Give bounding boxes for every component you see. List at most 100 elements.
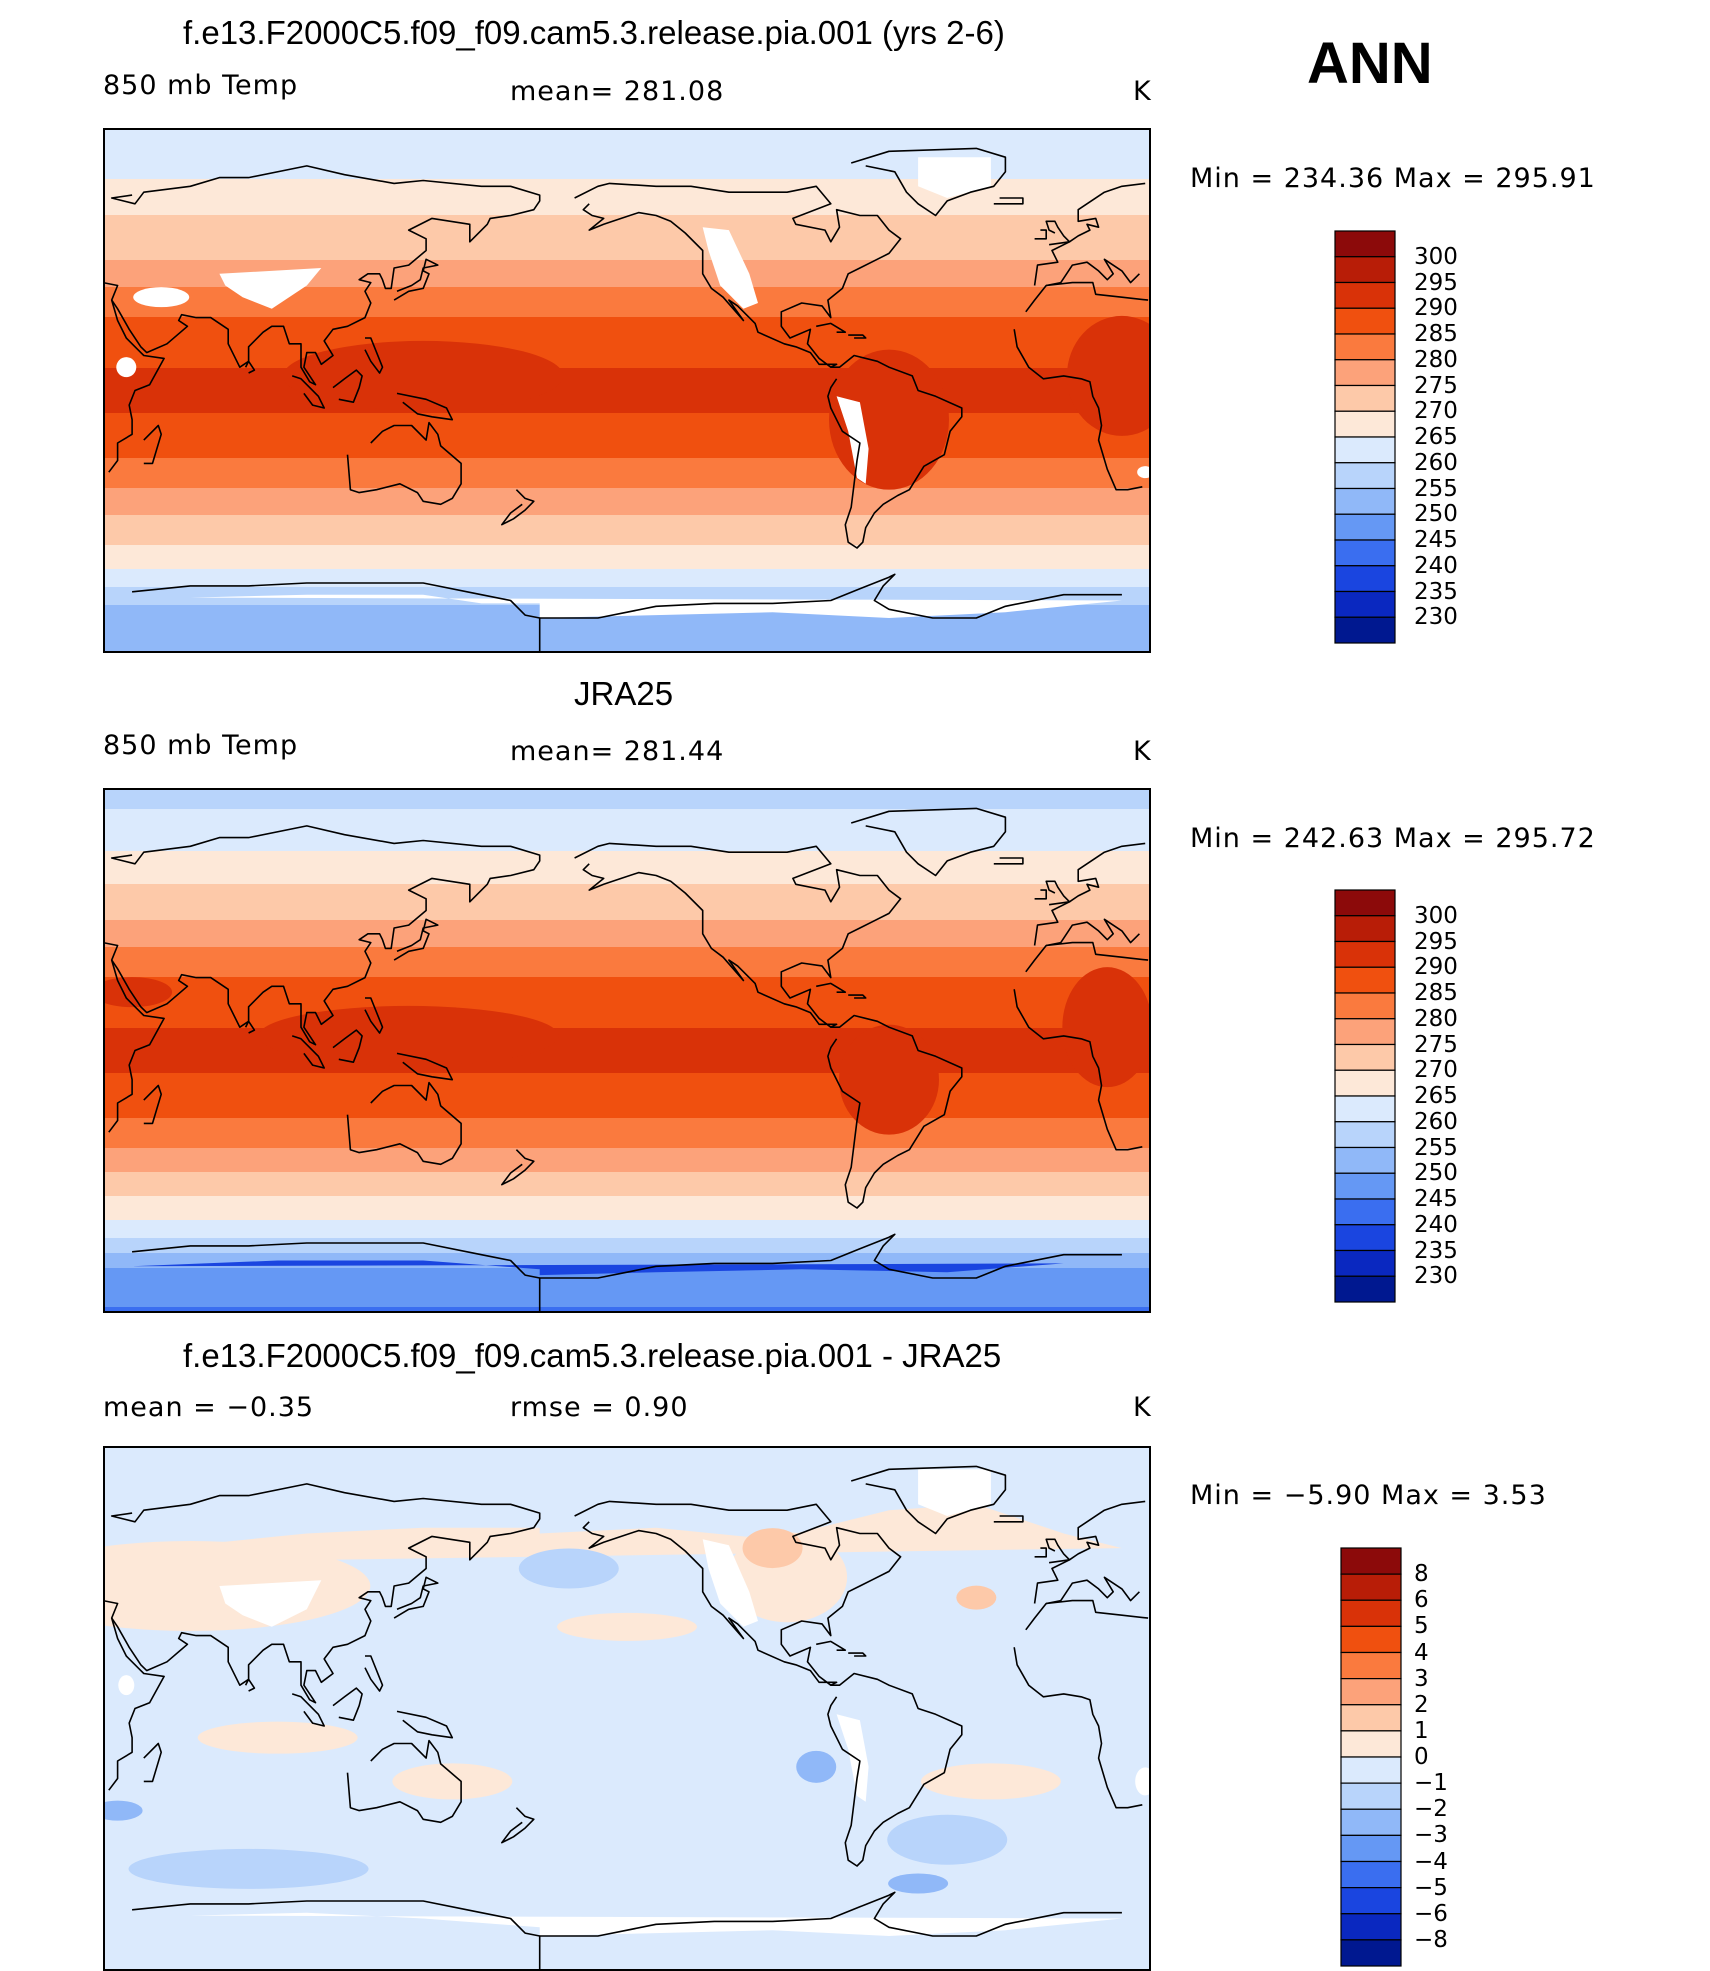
temperature-band (103, 818, 1151, 822)
coastline-britain (1045, 880, 1071, 906)
temperature-band (103, 314, 1151, 318)
temperature-band (103, 272, 1151, 276)
coastlines (103, 147, 1149, 653)
temperature-band (103, 632, 1151, 636)
temperature-band (103, 296, 1151, 300)
missing-data-iran (133, 287, 190, 308)
temperature-band (103, 1295, 1151, 1299)
cold-bias-agulhas (103, 1800, 143, 1821)
missing-data-rockies (702, 227, 758, 309)
coastline-greenland (850, 147, 1007, 217)
coastlines (103, 807, 1149, 1313)
temperature-band (103, 389, 1151, 393)
temperature-band (103, 794, 1151, 798)
temperature-band (103, 1118, 1151, 1122)
coastline-newguinea (396, 1052, 454, 1081)
temperature-band (103, 1199, 1151, 1203)
temperature-band (103, 1277, 1151, 1281)
temperature-band (103, 908, 1151, 912)
temperature-band (103, 893, 1151, 897)
temperature-band (103, 1124, 1151, 1128)
temperature-band (103, 140, 1151, 144)
temperature-band (103, 1022, 1151, 1026)
panel3-minmax: Min = −5.90 Max = 3.53 (1190, 1480, 1547, 1511)
colorbar-tick-label: 275 (1414, 372, 1458, 399)
colorbar-tick-label: 270 (1414, 398, 1458, 425)
temperature-band (103, 518, 1151, 522)
coastline-newzealand (500, 1149, 535, 1186)
temperature-band (103, 1100, 1151, 1104)
colorbar-swatch (1334, 307, 1396, 335)
temperature-band (103, 263, 1151, 267)
temperature-band (103, 221, 1151, 225)
temperature-band (103, 359, 1151, 363)
panel1-field-label: 850 mb Temp (103, 70, 299, 101)
colorbar-swatch (1334, 462, 1396, 490)
colorbar-swatch (1334, 539, 1396, 567)
coastline-africa (108, 1617, 165, 1791)
temperature-band (103, 1154, 1151, 1158)
cold-bias-southern (887, 1814, 1008, 1865)
colorbar-swatch (1340, 1678, 1402, 1706)
temperature-band (103, 317, 1151, 321)
colorbar-swatch (1334, 359, 1396, 387)
coastline-africa (1013, 329, 1143, 491)
warm-region-africa (1066, 315, 1151, 436)
missing-data-ethiopia (116, 357, 137, 378)
temperature-band (103, 1205, 1151, 1209)
cold-bias-npacific (518, 1548, 619, 1589)
colorbar-swatch (1340, 1599, 1402, 1627)
colorbar-swatch (1334, 1224, 1396, 1252)
coastline-europe (1033, 182, 1146, 286)
coastline-madagascar (143, 1742, 163, 1783)
temperature-band (103, 440, 1151, 444)
missing-data-tibet (219, 1580, 322, 1627)
panel1-mean-label: mean= 281.08 (510, 76, 725, 107)
temperature-band (103, 1055, 1151, 1059)
temperature-band (103, 1031, 1151, 1035)
temperature-band (103, 437, 1151, 441)
temperature-band (103, 227, 1151, 231)
temperature-band (103, 395, 1151, 399)
colorbar-swatch (1334, 616, 1396, 644)
temperature-band (103, 1013, 1151, 1017)
colorbar-swatch (1334, 333, 1396, 361)
temperature-band (103, 1109, 1151, 1113)
temperature-band (103, 326, 1151, 330)
coastline-newguinea (396, 392, 454, 421)
temperature-band (103, 185, 1151, 189)
temperature-band (103, 299, 1151, 303)
temperature-band (103, 266, 1151, 270)
temperature-band (103, 1172, 1151, 1176)
temperature-band (103, 1019, 1151, 1023)
coastline-ireland (1034, 229, 1048, 240)
temperature-band (103, 1163, 1151, 1167)
temperature-band (103, 572, 1151, 576)
colorbar-swatch (1334, 940, 1396, 968)
temperature-band (103, 392, 1151, 396)
colorbar-swatch (1334, 1018, 1396, 1046)
colorbar-tick-label: 235 (1414, 578, 1458, 605)
panel1-title: f.e13.F2000C5.f09_f09.cam5.3.release.pia… (183, 14, 1005, 51)
colorbar-tick-label: 265 (1414, 1083, 1458, 1109)
coastline-africa (108, 299, 165, 473)
temperature-band (103, 938, 1151, 942)
colorbar-tick-label: 275 (1414, 1031, 1458, 1058)
temperature-band (103, 905, 1151, 909)
colorbar-swatch (1340, 1808, 1402, 1836)
coastline-borneo (332, 369, 363, 404)
temperature-band (103, 512, 1151, 516)
temperature-band (103, 1145, 1151, 1149)
colorbar-tick-label: 8 (1414, 1561, 1429, 1588)
temperature-band (103, 422, 1151, 426)
map-frame (103, 788, 1151, 1313)
temperature-band (103, 461, 1151, 465)
colorbar-tick-label: 260 (1414, 449, 1458, 476)
colorbar-swatches (1334, 889, 1396, 1303)
temperature-band (103, 968, 1151, 972)
coastline-britain (1045, 1538, 1071, 1564)
temperature-band (103, 791, 1151, 795)
temperature-band (103, 635, 1151, 639)
temperature-band (103, 398, 1151, 402)
temperature-band (103, 629, 1151, 633)
